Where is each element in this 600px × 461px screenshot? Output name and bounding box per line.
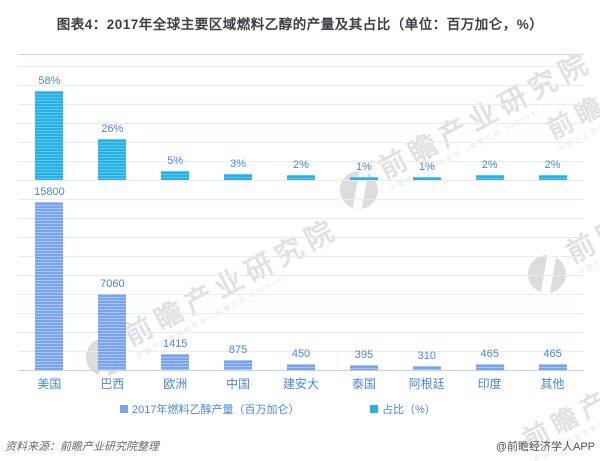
- production-value-label: 395: [354, 349, 374, 361]
- chart-title: 图表4：2017年全球主要区域燃料乙醇的产量及其占比（单位：百万加仑，%）: [56, 17, 544, 32]
- share-value-label: 3%: [230, 158, 247, 170]
- category-label: 中国: [226, 377, 251, 391]
- gridline: [18, 332, 584, 333]
- production-bar: [475, 364, 504, 370]
- category-column: 2% 465 其他: [521, 54, 584, 391]
- plot-area: 58% 15800 美国 26% 7060 巴西 5% 1415 欧洲 3% 875 中国 2% 450 建…: [18, 54, 584, 391]
- share-value-label: 58%: [38, 75, 61, 87]
- legend-label-share: 占比（%）: [382, 404, 436, 416]
- category-column: 5% 1415 欧洲: [144, 54, 207, 391]
- share-bar: [224, 174, 253, 180]
- production-value-label: 310: [417, 350, 436, 362]
- gridline: [18, 161, 584, 162]
- footer-credit: @前瞻经济学人APP: [495, 441, 595, 453]
- category-column: 3% 875 中国: [207, 54, 270, 391]
- share-value-label: 1%: [418, 161, 435, 173]
- category-label: 印度: [477, 377, 502, 391]
- share-bar: [412, 177, 441, 180]
- gridline: [18, 85, 584, 86]
- plot-top-border: [18, 54, 584, 55]
- gridline: [18, 142, 584, 143]
- category-column: 58% 15800 美国: [18, 54, 81, 391]
- category-label: 美国: [37, 377, 62, 391]
- share-bar: [98, 139, 127, 180]
- legend-label-production: 2017年燃料乙醇产量（百万加仑）: [132, 404, 300, 416]
- share-bar: [475, 175, 504, 180]
- legend-item-production: 2017年燃料乙醇产量（百万加仑）: [120, 401, 299, 417]
- gridline: [18, 275, 584, 276]
- category-column: 2% 465 印度: [458, 54, 521, 391]
- production-bar: [35, 202, 64, 370]
- gridline: [18, 256, 584, 257]
- production-value-label: 465: [480, 348, 499, 360]
- share-value-label: 2%: [544, 159, 561, 171]
- production-value-label: 465: [543, 348, 562, 360]
- production-value-label: 1415: [162, 338, 188, 350]
- category-label: 阿根廷: [408, 377, 445, 391]
- production-value-label: 15800: [34, 186, 65, 198]
- gridline: [18, 104, 584, 105]
- production-bar: [161, 354, 190, 370]
- share-value-label: 2%: [481, 159, 498, 171]
- gridline: [18, 313, 584, 314]
- production-value-label: 875: [228, 344, 248, 356]
- legend-swatch-share-icon: [370, 405, 378, 413]
- share-value-label: 5%: [167, 155, 184, 167]
- production-bar: [287, 364, 315, 370]
- category-column: 26% 7060 巴西: [81, 54, 144, 391]
- production-value-label: 7060: [100, 278, 125, 290]
- gridline: [18, 199, 584, 200]
- gridline: [18, 294, 584, 295]
- category-label: 泰国: [351, 377, 376, 391]
- share-value-label: 26%: [101, 123, 124, 135]
- share-bar: [538, 175, 567, 180]
- category-label: 其他: [540, 377, 565, 391]
- production-bar: [412, 366, 441, 370]
- columns-container: 58% 15800 美国 26% 7060 巴西 5% 1415 欧洲 3% 875 中国 2% 450 建…: [18, 54, 584, 391]
- production-value-label: 450: [291, 348, 311, 360]
- x-axis-line: [18, 370, 584, 371]
- legend-item-share: 占比（%）: [370, 401, 436, 417]
- category-column: 1% 310 阿根廷: [395, 54, 458, 391]
- category-column: 2% 450 建安大: [270, 54, 333, 391]
- share-bar: [287, 175, 315, 180]
- footer-source: 资料来源：前瞻产业研究院整理: [5, 441, 159, 453]
- production-bar: [349, 365, 378, 370]
- production-bar: [224, 360, 253, 370]
- category-label: 建安大: [282, 377, 320, 391]
- legend-swatch-production-icon: [120, 405, 128, 413]
- share-bar: [35, 91, 64, 180]
- share-bar: [161, 171, 190, 180]
- category-column: 1% 395 泰国: [332, 54, 395, 391]
- category-label: 欧洲: [163, 377, 188, 391]
- share-value-label: 1%: [355, 161, 372, 173]
- share-value-label: 2%: [293, 159, 309, 171]
- production-bar: [538, 364, 567, 370]
- share-bar: [349, 177, 378, 180]
- gridline: [18, 123, 584, 124]
- gridline: [18, 237, 584, 238]
- category-label: 巴西: [100, 377, 125, 391]
- gridline: [18, 218, 584, 219]
- production-bar: [98, 294, 127, 370]
- gridline: [18, 351, 584, 352]
- gridline: [18, 180, 584, 181]
- gridline: [18, 66, 584, 67]
